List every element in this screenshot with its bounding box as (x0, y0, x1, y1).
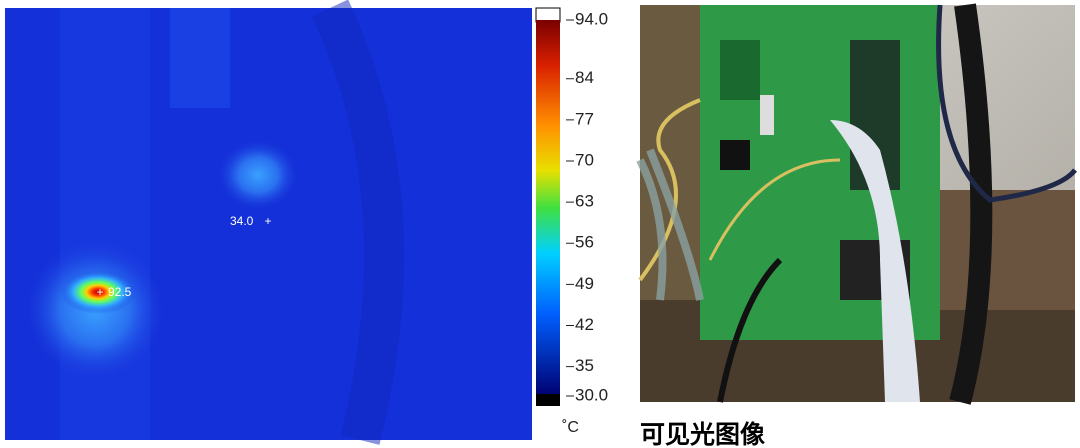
colorbar-under (536, 394, 560, 406)
colorbar (536, 20, 560, 396)
tick-label: 49 (575, 274, 594, 293)
screen: +34.0 +92.5 94.0 84 77 70 63 56 49 42 35 30.0 ˚C 可… (0, 0, 1080, 448)
tick-label: 84 (575, 68, 594, 87)
tick-label: 63 (575, 192, 594, 211)
tick-label: 35 (575, 356, 594, 375)
unit: ˚C (562, 419, 579, 436)
tick-label: 30.0 (575, 385, 608, 404)
tick-label: 56 (575, 233, 594, 252)
caption: 可见光图像 (640, 420, 765, 448)
visible-image (640, 5, 1075, 402)
temperature-reading: 92.5 (108, 285, 132, 299)
marker: + (264, 214, 271, 228)
tick-label: 42 (575, 315, 594, 334)
tick-label: 70 (575, 150, 594, 169)
page: {"thermal": {"readings": [{"value": 34, … (0, 0, 1080, 448)
colorbar-over (536, 8, 560, 22)
tick-label: 77 (575, 109, 594, 128)
tick-label: 94.0 (575, 9, 608, 28)
temperature-reading: 34.0 (230, 214, 254, 228)
marker: + (96, 285, 103, 299)
